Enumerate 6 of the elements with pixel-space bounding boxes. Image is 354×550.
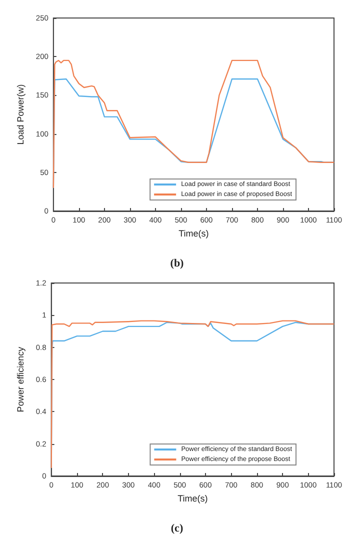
text: (b) [170,258,184,270]
x-axis-title: Time(s) [178,228,209,238]
x-axis-title: Time(s) [178,494,208,504]
y-axis-title: Power efficiency [16,346,26,412]
text: (c) [170,522,184,534]
y-axis-title: Load Power(w) [16,84,26,145]
